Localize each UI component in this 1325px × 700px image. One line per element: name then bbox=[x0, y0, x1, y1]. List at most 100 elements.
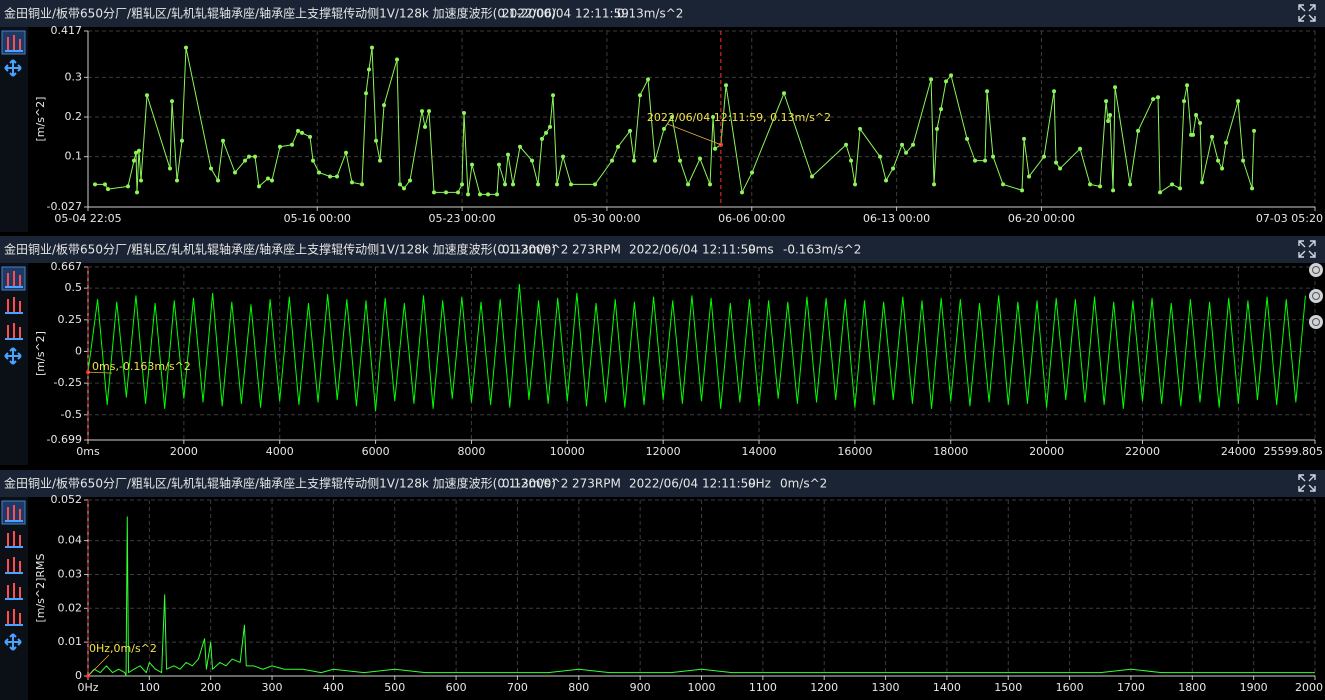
data-point bbox=[782, 91, 787, 96]
data-point bbox=[1113, 85, 1118, 90]
header-field: 2022/06/04 12:11:59 bbox=[629, 477, 756, 491]
data-point bbox=[427, 109, 432, 114]
data-point bbox=[395, 57, 400, 62]
data-point bbox=[328, 174, 333, 179]
data-point bbox=[408, 178, 413, 183]
data-point bbox=[503, 182, 508, 187]
series-line bbox=[87, 516, 1315, 677]
data-point bbox=[456, 190, 461, 195]
y-tick-label: 0.25 bbox=[58, 313, 83, 326]
data-point bbox=[935, 126, 940, 131]
data-point bbox=[662, 126, 667, 131]
data-point bbox=[646, 77, 651, 82]
data-point bbox=[420, 109, 425, 114]
tool-button[interactable] bbox=[5, 297, 23, 314]
data-point bbox=[466, 192, 471, 197]
data-point bbox=[486, 192, 491, 197]
data-point bbox=[929, 77, 934, 82]
series-line bbox=[87, 283, 1306, 412]
data-point bbox=[266, 176, 271, 181]
data-point bbox=[270, 178, 275, 183]
panel-header bbox=[0, 236, 1325, 263]
tool-button[interactable] bbox=[5, 531, 23, 548]
x-tick-label: 1400 bbox=[933, 681, 961, 694]
tool-button[interactable] bbox=[4, 347, 22, 365]
data-point bbox=[891, 166, 896, 171]
panel-header bbox=[0, 0, 1325, 27]
x-tick-label: 1600 bbox=[1056, 681, 1084, 694]
tool-button[interactable] bbox=[5, 557, 23, 574]
x-tick-label: 0Hz bbox=[77, 681, 98, 694]
x-tick-label: 4000 bbox=[266, 445, 294, 458]
icon-stroke bbox=[1308, 250, 1316, 258]
tool-button[interactable] bbox=[1, 30, 26, 55]
fullscreen-button[interactable] bbox=[1298, 4, 1316, 22]
icon-stroke bbox=[1298, 474, 1306, 482]
x-tick-label: 800 bbox=[568, 681, 589, 694]
data-point bbox=[1111, 188, 1116, 193]
data-point bbox=[638, 93, 643, 98]
data-point bbox=[911, 142, 916, 147]
side-button[interactable] bbox=[1309, 289, 1323, 303]
data-point bbox=[1098, 184, 1103, 189]
annotation-leader bbox=[666, 123, 722, 146]
data-point bbox=[985, 89, 990, 94]
fullscreen-button[interactable] bbox=[1298, 474, 1316, 492]
data-point bbox=[382, 103, 387, 108]
tool-button[interactable] bbox=[5, 323, 23, 340]
data-point bbox=[256, 184, 261, 189]
data-point bbox=[367, 67, 372, 72]
annotation: 2022/06/04 12:11:59, 0.13m/s^2 bbox=[647, 111, 831, 124]
tool-button[interactable] bbox=[5, 609, 23, 626]
x-tick-label: 05-23 00:00 bbox=[428, 212, 495, 225]
y-tick-label: 0.2 bbox=[65, 110, 83, 123]
data-point bbox=[750, 170, 755, 175]
data-point bbox=[174, 178, 179, 183]
x-tick-label: 05-30 00:00 bbox=[573, 212, 640, 225]
tool-button[interactable] bbox=[4, 633, 22, 651]
icon-stroke bbox=[1298, 484, 1306, 492]
tool-icon bbox=[4, 59, 22, 77]
data-point bbox=[360, 182, 365, 187]
x-tick-label: 400 bbox=[323, 681, 344, 694]
fullscreen-button[interactable] bbox=[1298, 240, 1316, 258]
header-field: 0ms bbox=[748, 243, 774, 257]
header-field: 0m/s^2 bbox=[780, 477, 827, 491]
tool-button[interactable] bbox=[4, 59, 22, 77]
data-point bbox=[1042, 154, 1047, 159]
y-tick-label: 0 bbox=[75, 669, 82, 682]
data-point bbox=[1224, 140, 1229, 145]
header-field: 2022/06/04 12:11:59 bbox=[502, 7, 629, 21]
side-button[interactable] bbox=[1309, 315, 1323, 329]
x-tick-label: 25599.805 bbox=[1264, 445, 1324, 458]
x-tick-label: 06-13 00:00 bbox=[863, 212, 930, 225]
y-tick-label: 0.04 bbox=[58, 534, 83, 547]
x-tick-label: 700 bbox=[507, 681, 528, 694]
side-button[interactable] bbox=[1309, 263, 1323, 277]
tool-button[interactable] bbox=[1, 500, 26, 525]
x-tick-label: 100 bbox=[139, 681, 160, 694]
data-point bbox=[1182, 99, 1187, 104]
data-point bbox=[1216, 158, 1221, 163]
data-point bbox=[540, 136, 545, 141]
y-tick-label: -0.027 bbox=[47, 200, 82, 213]
y-tick-label: -0.5 bbox=[61, 408, 82, 421]
data-point bbox=[300, 130, 305, 135]
data-point bbox=[678, 158, 683, 163]
icon-stroke bbox=[1298, 14, 1306, 22]
x-tick-label: 1100 bbox=[749, 681, 777, 694]
x-tick-label: 600 bbox=[446, 681, 467, 694]
icon-stroke bbox=[1298, 4, 1306, 12]
y-tick-label: 0.3 bbox=[65, 70, 83, 83]
data-point bbox=[106, 187, 111, 192]
x-tick-label: 200 bbox=[200, 681, 221, 694]
data-point bbox=[1078, 146, 1083, 151]
data-point bbox=[1250, 186, 1255, 191]
x-tick-label: 1900 bbox=[1240, 681, 1268, 694]
x-tick-label: 1800 bbox=[1178, 681, 1206, 694]
tool-button[interactable] bbox=[1, 266, 26, 291]
y-tick-label: 0.667 bbox=[51, 260, 83, 273]
data-point bbox=[1052, 89, 1057, 94]
data-point bbox=[134, 150, 139, 155]
tool-button[interactable] bbox=[5, 583, 23, 600]
